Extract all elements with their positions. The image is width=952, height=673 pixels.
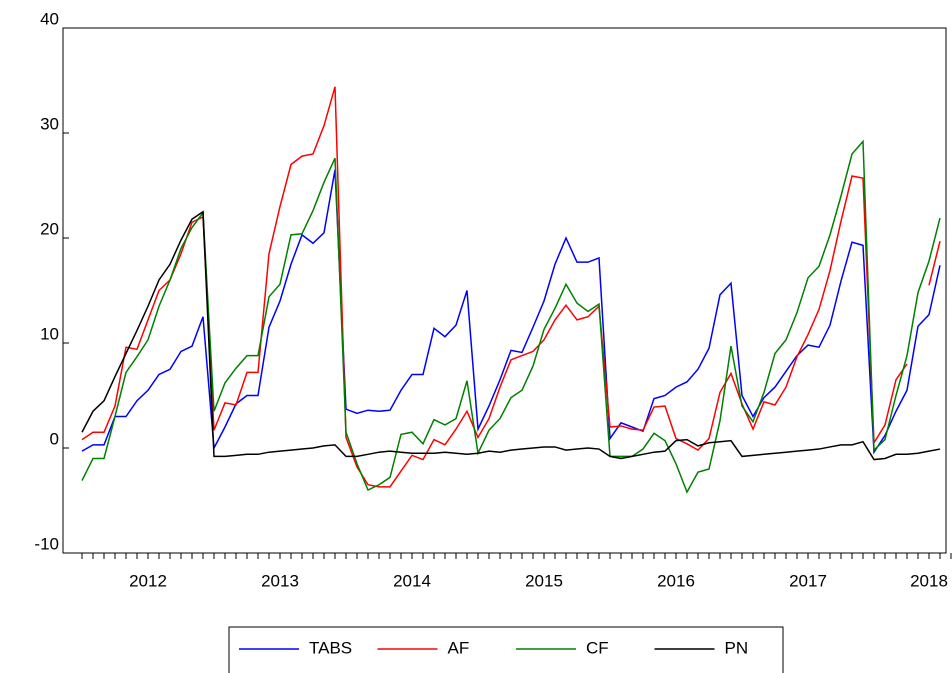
y-tick-label: -10 (34, 534, 59, 553)
legend-label: PN (725, 638, 749, 657)
x-tick-label: 2018 (910, 571, 948, 590)
line-series (81, 169, 941, 455)
x-tick-label: 2013 (261, 571, 299, 590)
x-tick-label: 2012 (129, 571, 167, 590)
legend-label: AF (448, 638, 470, 657)
y-tick-label: 20 (40, 219, 59, 238)
legend-box (228, 626, 784, 673)
y-tick-label: 10 (40, 324, 59, 343)
y-tick-label: 40 (40, 9, 59, 28)
line-series (81, 210, 941, 461)
y-tick-label: 30 (40, 114, 59, 133)
legend-label: TABS (309, 638, 352, 657)
x-tick-label: 2017 (789, 571, 827, 590)
y-tick-label: 0 (50, 429, 59, 448)
line-series (81, 139, 941, 494)
line-series (81, 86, 941, 488)
legend-label: CF (586, 638, 609, 657)
x-tick-label: 2016 (657, 571, 695, 590)
x-tick-label: 2015 (525, 571, 563, 590)
plot-frame (62, 27, 947, 554)
x-tick-label: 2014 (393, 571, 431, 590)
